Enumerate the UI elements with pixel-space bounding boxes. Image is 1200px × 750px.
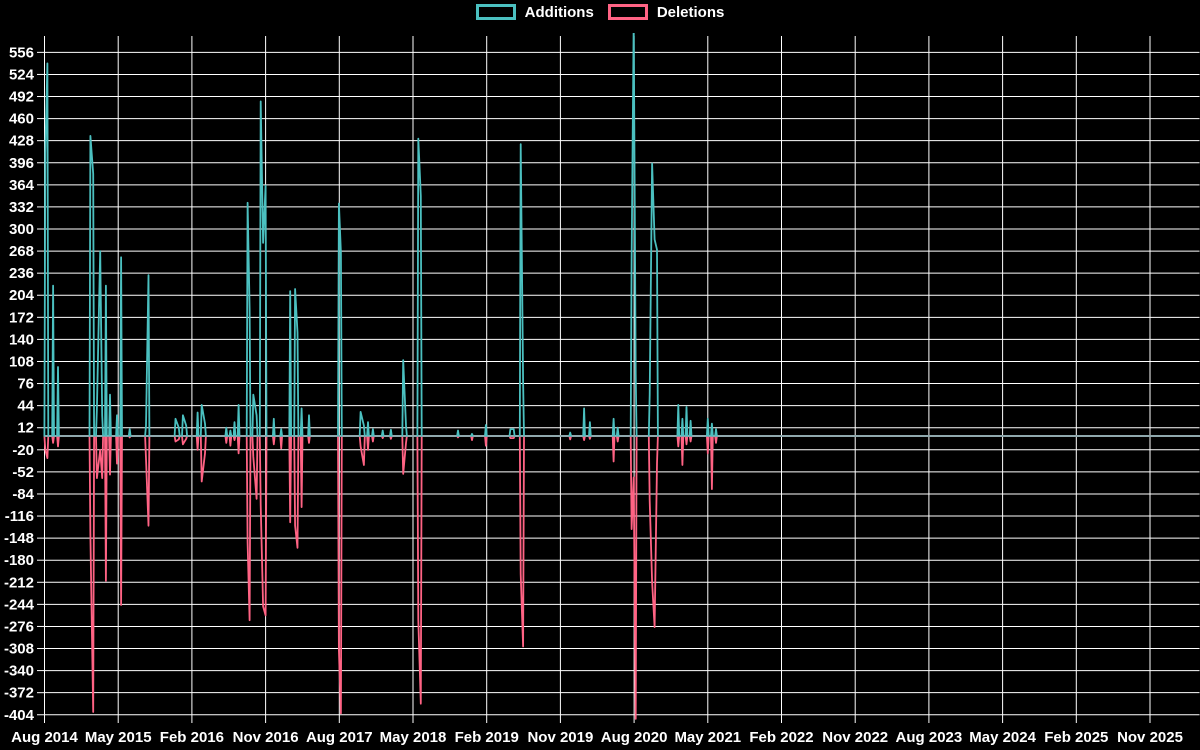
legend-label-deletions: Deletions (656, 3, 725, 21)
svg-text:-84: -84 (12, 486, 34, 503)
legend-item-deletions[interactable]: Deletions (607, 3, 725, 21)
svg-text:-116: -116 (5, 508, 34, 525)
svg-text:460: 460 (9, 111, 34, 128)
x-axis-labels: Aug 2014 May 2015 Feb 2016 Nov 2016 Aug 2017… (11, 729, 1183, 746)
svg-text:268: 268 (9, 243, 34, 260)
svg-text:-308: -308 (4, 641, 34, 658)
svg-text:364: 364 (9, 177, 35, 194)
svg-text:-52: -52 (12, 464, 34, 481)
svg-text:-148: -148 (4, 530, 34, 547)
svg-text:428: 428 (9, 133, 34, 150)
svg-text:-372: -372 (4, 685, 34, 702)
plot-area (43, 33, 1200, 720)
legend-item-additions[interactable]: Additions (475, 3, 594, 21)
additions-line (43, 33, 718, 437)
svg-text:332: 332 (9, 199, 34, 216)
deletions-swatch-icon (607, 4, 648, 20)
svg-text:300: 300 (9, 221, 34, 238)
svg-text:-404: -404 (4, 707, 35, 724)
svg-text:396: 396 (9, 155, 34, 172)
svg-text:Feb 2022: Feb 2022 (749, 729, 813, 746)
svg-text:492: 492 (9, 89, 34, 106)
svg-text:556: 556 (9, 44, 34, 61)
svg-text:204: 204 (9, 287, 35, 304)
svg-text:May 2024: May 2024 (969, 729, 1036, 746)
svg-text:May 2018: May 2018 (380, 729, 447, 746)
additions-swatch-icon (475, 4, 516, 20)
svg-text:Aug 2023: Aug 2023 (896, 729, 963, 746)
svg-text:140: 140 (9, 331, 34, 348)
svg-text:Aug 2017: Aug 2017 (306, 729, 373, 746)
svg-text:Feb 2016: Feb 2016 (160, 729, 224, 746)
legend-label-additions: Additions (524, 3, 594, 21)
svg-text:Nov 2022: Nov 2022 (822, 729, 888, 746)
grid-lines (37, 36, 1200, 723)
svg-text:108: 108 (9, 353, 34, 370)
svg-text:-20: -20 (12, 442, 34, 459)
svg-text:44: 44 (17, 398, 34, 415)
svg-text:Nov 2019: Nov 2019 (527, 729, 593, 746)
svg-text:-180: -180 (4, 552, 34, 569)
svg-text:Nov 2016: Nov 2016 (233, 729, 299, 746)
svg-text:236: 236 (9, 265, 34, 282)
svg-text:Feb 2019: Feb 2019 (455, 729, 519, 746)
svg-text:Nov 2025: Nov 2025 (1117, 729, 1183, 746)
deletions-line (43, 435, 718, 720)
svg-text:-244: -244 (4, 596, 35, 613)
svg-text:Aug 2020: Aug 2020 (601, 729, 668, 746)
svg-text:12: 12 (17, 420, 34, 437)
svg-text:Feb 2025: Feb 2025 (1044, 729, 1108, 746)
svg-text:-340: -340 (4, 663, 34, 680)
svg-text:May 2021: May 2021 (674, 729, 741, 746)
svg-text:524: 524 (9, 66, 35, 83)
svg-text:Aug 2014: Aug 2014 (11, 729, 78, 746)
y-axis-labels: 556 524 492 460 428 396 364 332 300 268 236 204 172 1… (4, 44, 35, 723)
svg-text:-212: -212 (4, 574, 34, 591)
svg-text:-276: -276 (4, 618, 34, 635)
chart-legend: Additions Deletions (0, 4, 1200, 20)
svg-text:May 2015: May 2015 (85, 729, 152, 746)
svg-text:76: 76 (17, 376, 34, 393)
svg-text:172: 172 (9, 309, 34, 326)
